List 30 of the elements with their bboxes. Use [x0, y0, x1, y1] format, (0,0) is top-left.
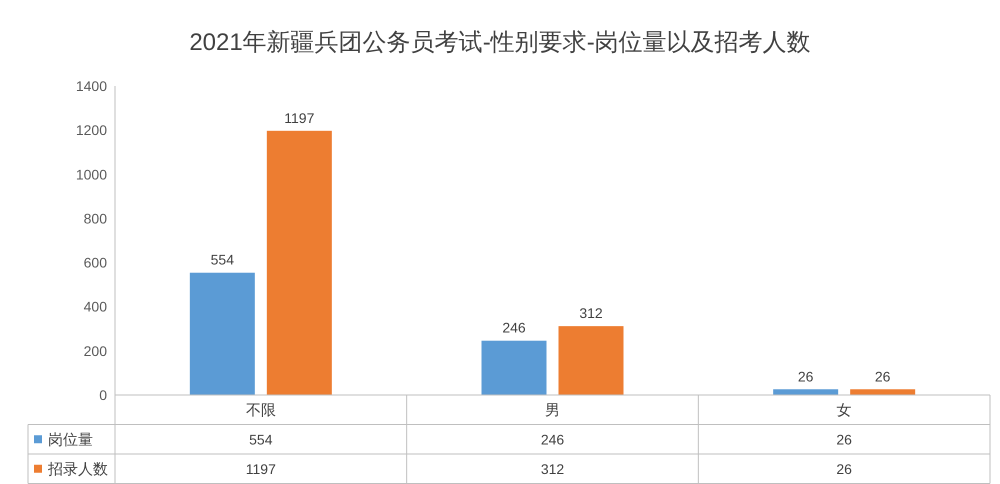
y-tick-label: 200	[84, 342, 108, 359]
text: 1197	[246, 460, 276, 477]
data-label: 1197	[284, 110, 315, 126]
data-label: 312	[579, 305, 603, 322]
x-tick-label: 不限	[246, 402, 276, 419]
data-label: 554	[210, 252, 234, 268]
data-label: 26	[874, 368, 891, 384]
bar	[266, 130, 332, 395]
y-tick-label: 600	[84, 254, 108, 271]
x-tick-label: 女	[836, 402, 852, 419]
text: 26	[836, 460, 852, 477]
bar	[482, 340, 546, 395]
data-label: 26	[798, 368, 814, 384]
y-tick-label: 400	[84, 298, 108, 315]
legend-label: 招录人数	[47, 460, 108, 478]
text: 312	[540, 460, 564, 477]
chart-title: 2021年新疆兵团公务员考试-性别要求-岗位量以及招考人数	[189, 29, 811, 56]
y-tick-label: 1200	[76, 122, 108, 138]
text: 26	[836, 431, 852, 448]
y-tick-label: 800	[84, 210, 108, 226]
bar	[190, 272, 255, 395]
data-label: 246	[502, 320, 526, 336]
text: 554	[249, 431, 273, 448]
x-tick-label: 男	[545, 402, 560, 419]
y-tick-label: 1400	[76, 78, 108, 94]
legend-label: 岗位量	[48, 431, 93, 448]
y-tick-label: 1000	[76, 166, 108, 182]
bar	[558, 326, 624, 395]
y-tick-label: 0	[99, 387, 108, 403]
text: 246	[540, 431, 564, 448]
